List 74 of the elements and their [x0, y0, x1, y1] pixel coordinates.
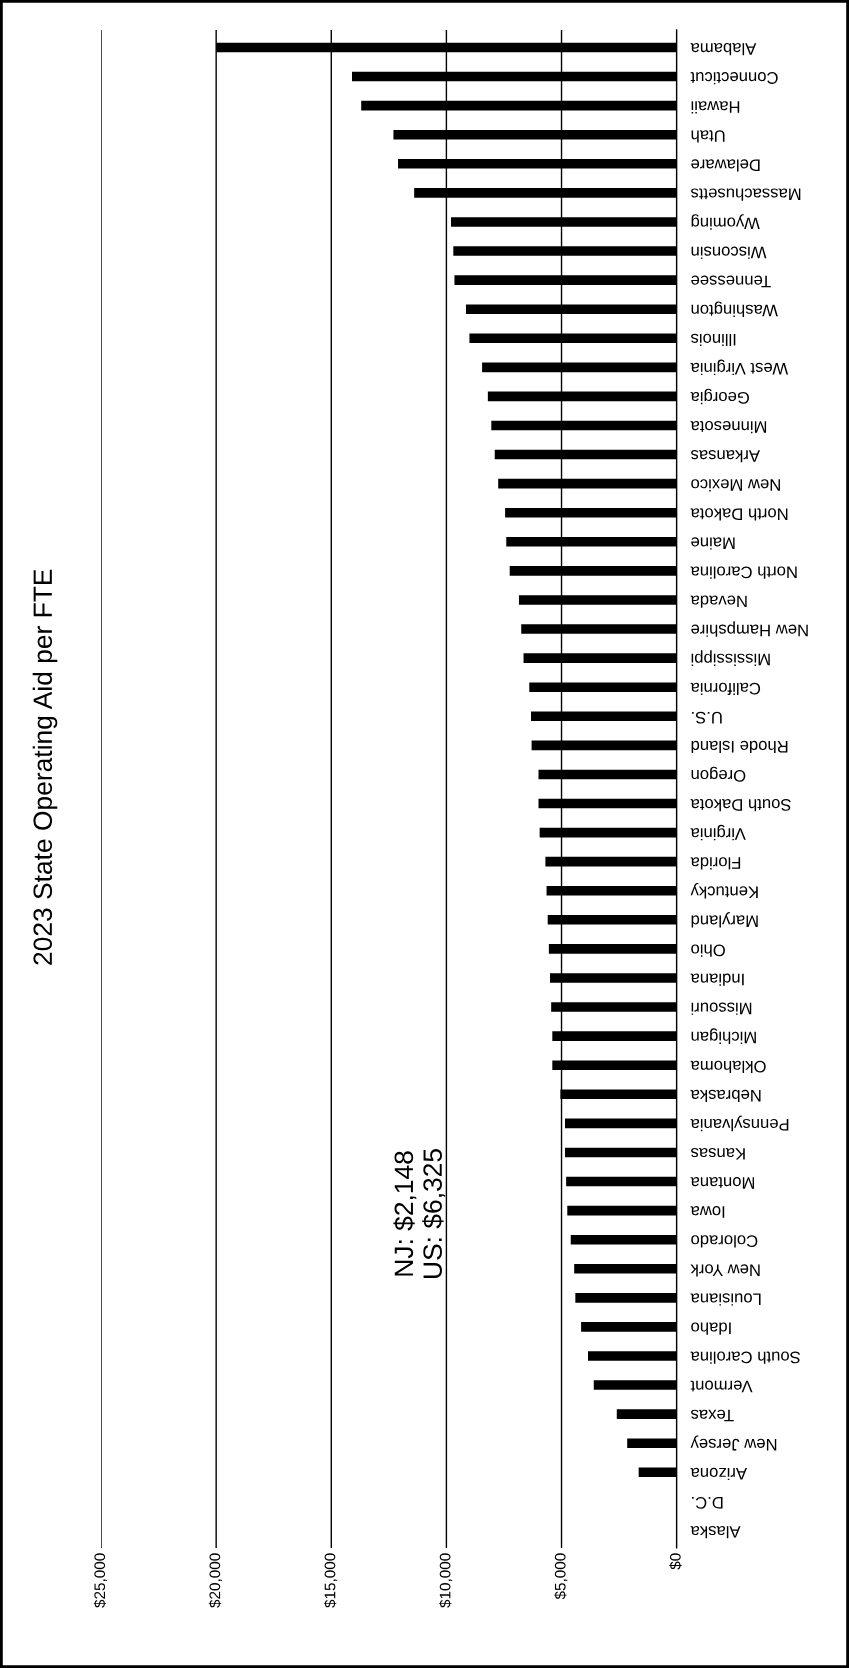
y-tick-label: Pennsylvania	[690, 1115, 789, 1132]
y-tick-label: New York	[690, 1264, 760, 1277]
y-tick-label: Connecticut	[690, 72, 778, 85]
x-tick-label: $0	[669, 1553, 682, 1570]
y-tick-label: Oregon	[691, 766, 746, 782]
y-tick-label: South Dakota	[690, 799, 791, 812]
bar	[564, 1147, 677, 1158]
annotation: US: $6,325	[422, 1149, 446, 1278]
y-tick-label: Vermont	[690, 1380, 753, 1393]
y-tick-label: South Carolina	[690, 1351, 801, 1364]
bar	[616, 1409, 677, 1419]
bar	[574, 1263, 677, 1274]
y-tick-label: Utah	[691, 130, 725, 143]
y-tick-label: Texas	[691, 1409, 734, 1422]
bar	[581, 1322, 677, 1332]
y-tick-label: Alabama	[690, 43, 757, 56]
x-tick-label: $5,000	[554, 1553, 568, 1600]
y-tick-label: Alaska	[690, 1525, 741, 1539]
annotation: NJ: $2,148	[393, 1151, 417, 1276]
bar	[588, 1351, 677, 1361]
y-tick-label: U.S.	[692, 711, 722, 724]
y-tick-label: Delaware	[691, 159, 760, 172]
y-tick-label: Tennessee	[691, 275, 771, 288]
y-tick-label: Missouri	[691, 1002, 752, 1015]
y-tick-label: Louisiana	[690, 1293, 761, 1306]
x-tick-label: $20,000	[208, 1553, 223, 1608]
y-tick-label: Iowa	[690, 1206, 725, 1218]
bar	[575, 1293, 677, 1303]
y-tick-label: Maine	[691, 537, 735, 550]
y-tick-label: Arizona	[690, 1467, 748, 1481]
y-tick-label: New Jersey	[690, 1435, 777, 1451]
y-tick-label: Illinois	[691, 333, 736, 347]
y-tick-label: Hawaii	[691, 101, 740, 114]
bar	[593, 1380, 677, 1390]
y-tick-label: Mississippi	[691, 650, 770, 666]
y-tick-label: Minnesota	[690, 421, 767, 434]
y-tick-label: Montana	[690, 1177, 755, 1189]
x-tick-label: $10,000	[439, 1553, 453, 1608]
y-tick-label: Washington	[691, 301, 778, 317]
y-tick-label: North Carolina	[690, 566, 797, 579]
y-tick-label: Wisconsin	[691, 246, 767, 259]
y-tick-label: Idaho	[691, 1322, 731, 1335]
y-tick-label: Arkansas	[691, 450, 760, 463]
y-tick-label: Florida	[690, 857, 741, 870]
y-tick-label: Oklahoma	[690, 1060, 766, 1073]
y-tick-label: D.C.	[692, 1496, 723, 1509]
y-tick-label: Wyoming	[691, 214, 760, 230]
y-tick-label: Colorado	[691, 1235, 758, 1248]
y-tick-label: Virginia	[690, 824, 746, 841]
bar	[567, 1205, 677, 1216]
y-tick-label: Massachusetts	[691, 188, 801, 201]
y-tick-label: West Virginia	[690, 359, 789, 376]
y-tick-label: Rhode Island	[691, 740, 788, 754]
y-tick-label: Kansas	[691, 1147, 745, 1160]
y-tick-label: Indiana	[690, 973, 744, 986]
y-tick-label: Ohio	[691, 944, 725, 957]
y-tick-label: Kentucky	[690, 882, 758, 899]
y-tick-label: Michigan	[691, 1028, 756, 1044]
bar	[564, 1118, 677, 1129]
bar	[638, 1467, 677, 1478]
y-tick-label: North Dakota	[690, 508, 788, 521]
y-tick-label: New Mexico	[691, 479, 780, 492]
x-tick-label: $15,000	[323, 1553, 338, 1608]
y-tick-label: Nevada	[690, 595, 747, 608]
bar	[627, 1438, 677, 1449]
x-tick-label: $25,000	[93, 1553, 107, 1608]
y-tick-label: Nebraska	[690, 1089, 761, 1103]
y-tick-label: New Hampshire	[691, 621, 808, 637]
y-tick-label: California	[690, 682, 761, 695]
y-tick-label: Maryland	[691, 912, 758, 928]
text: 2023 State Operating Aid per FTE	[32, 569, 58, 965]
bar	[570, 1234, 677, 1245]
y-tick-label: Georgia	[690, 388, 749, 405]
bar	[566, 1176, 677, 1187]
